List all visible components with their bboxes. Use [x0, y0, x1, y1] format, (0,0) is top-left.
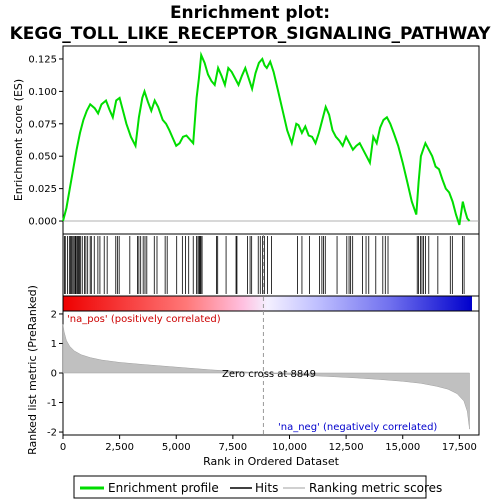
x-tick-label: 7,500: [219, 442, 248, 453]
zero-cross-label: Zero cross at 8849: [222, 369, 316, 380]
metric-y-axis-label: Ranked list metric (PreRanked): [26, 285, 39, 455]
x-tick-label: 2,500: [105, 442, 134, 453]
hits-panel: [62, 233, 480, 297]
legend-box: [73, 475, 427, 499]
legend-hits-label: Hits: [255, 481, 278, 495]
x-tick-label: 5,000: [162, 442, 191, 453]
metric-y-tick-label: 1: [51, 339, 57, 350]
ranking-metric-area: [62, 324, 470, 430]
metric-y-tick-label: -2: [47, 428, 57, 439]
es-y-tick-label: 0.075: [28, 119, 57, 130]
es-y-tick-label: 0.000: [28, 217, 57, 228]
metric-y-ticks: -2 -1 0 1 2: [47, 309, 63, 439]
x-tick-label: 15,000: [385, 442, 420, 453]
es-y-tick-label: 0.100: [28, 87, 57, 98]
x-tick-label: 12,500: [329, 442, 364, 453]
metric-panel: -2 -1 0 1 2 'na_pos' (positively correlated)…: [26, 234, 480, 455]
x-tick-label: 10,000: [272, 442, 307, 453]
legend-enrichment-label: Enrichment profile: [108, 481, 219, 495]
neg-correlated-label: 'na_neg' (negatively correlated): [278, 422, 437, 433]
legend: Enrichment profile Hits Ranking metric s…: [73, 475, 442, 499]
rank-gradient-bar: [63, 296, 472, 311]
es-y-tick-label: 0.025: [28, 184, 57, 195]
es-panel: 0.000 0.025 0.050 0.075 0.100 0.125 Enrichmen…: [12, 45, 480, 235]
enrichment-profile-line: [62, 51, 471, 226]
metric-y-tick-label: 0: [51, 369, 57, 380]
x-tick-label: 17,500: [442, 442, 477, 453]
es-y-ticks: 0.000 0.025 0.050 0.075 0.100 0.125: [28, 54, 63, 228]
hits-panel-frame: [62, 233, 480, 297]
es-y-tick-label: 0.125: [28, 54, 57, 65]
ranked-color-bar: [62, 295, 480, 312]
es-y-axis-label: Enrichment score (ES): [12, 79, 25, 201]
x-axis-label: Rank in Ordered Dataset: [203, 455, 340, 468]
metric-y-tick-label: -1: [47, 398, 57, 409]
metric-y-tick-label: 2: [51, 309, 57, 320]
x-axis-ticks: 0 2,500 5,000 7,500 10,000 12,500 15,000 17,500: [60, 435, 477, 453]
pos-correlated-label: 'na_pos' (positively correlated): [67, 314, 221, 325]
legend-metric-label: Ranking metric scores: [309, 481, 442, 495]
es-y-tick-label: 0.050: [28, 152, 57, 163]
x-tick-label: 0: [60, 442, 66, 453]
chart-title-line2: KEGG_TOLL_LIKE_RECEPTOR_SIGNALING_PATHWA…: [10, 24, 492, 44]
chart-title-line1: Enrichment plot:: [170, 3, 330, 23]
hit-markers: [63, 236, 465, 294]
